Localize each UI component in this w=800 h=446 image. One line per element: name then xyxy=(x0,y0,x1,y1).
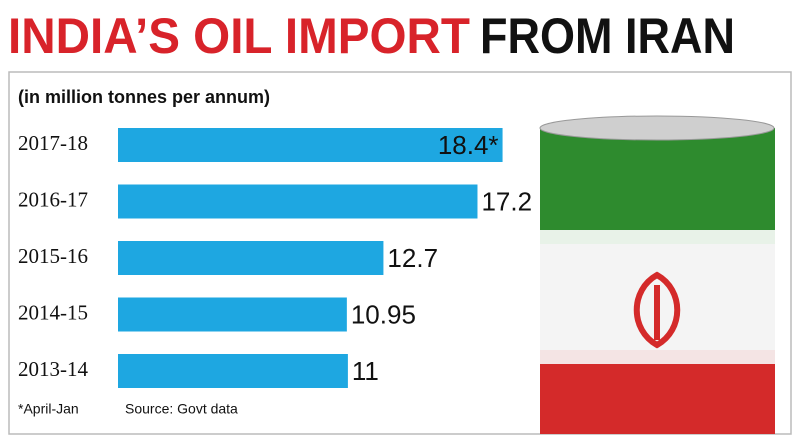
bar xyxy=(118,354,348,388)
value-label: 11 xyxy=(352,356,379,386)
frame xyxy=(8,71,792,435)
value-label: 18.4* xyxy=(438,130,499,160)
category-label: 2015-16 xyxy=(18,244,88,268)
subtitle: (in million tonnes per annum) xyxy=(18,87,270,107)
emblem xyxy=(633,271,681,349)
barrel-top xyxy=(539,115,775,141)
value-label: 17.2 xyxy=(481,186,532,216)
category-label: 2017-18 xyxy=(18,131,88,155)
value-label: 12.7 xyxy=(387,243,438,273)
chart-title: FROM IRAN xyxy=(480,8,735,64)
value-label: 10.95 xyxy=(351,299,416,329)
bar xyxy=(118,297,347,332)
category-label: 2016-17 xyxy=(18,187,88,211)
bar xyxy=(118,184,478,219)
footnote: *April-Jan xyxy=(18,401,79,417)
barrel-green xyxy=(540,128,775,240)
source: Source: Govt data xyxy=(125,401,238,417)
category-label: 2014-15 xyxy=(18,300,88,324)
barrel xyxy=(539,115,775,434)
barrel-band xyxy=(540,230,775,244)
bar xyxy=(118,241,384,275)
barrel-band xyxy=(540,350,775,364)
barrel-red xyxy=(540,354,775,434)
category-label: 2013-14 xyxy=(18,357,88,381)
chart-title: INDIA’S OIL IMPORT xyxy=(8,8,470,64)
bar xyxy=(118,128,503,162)
